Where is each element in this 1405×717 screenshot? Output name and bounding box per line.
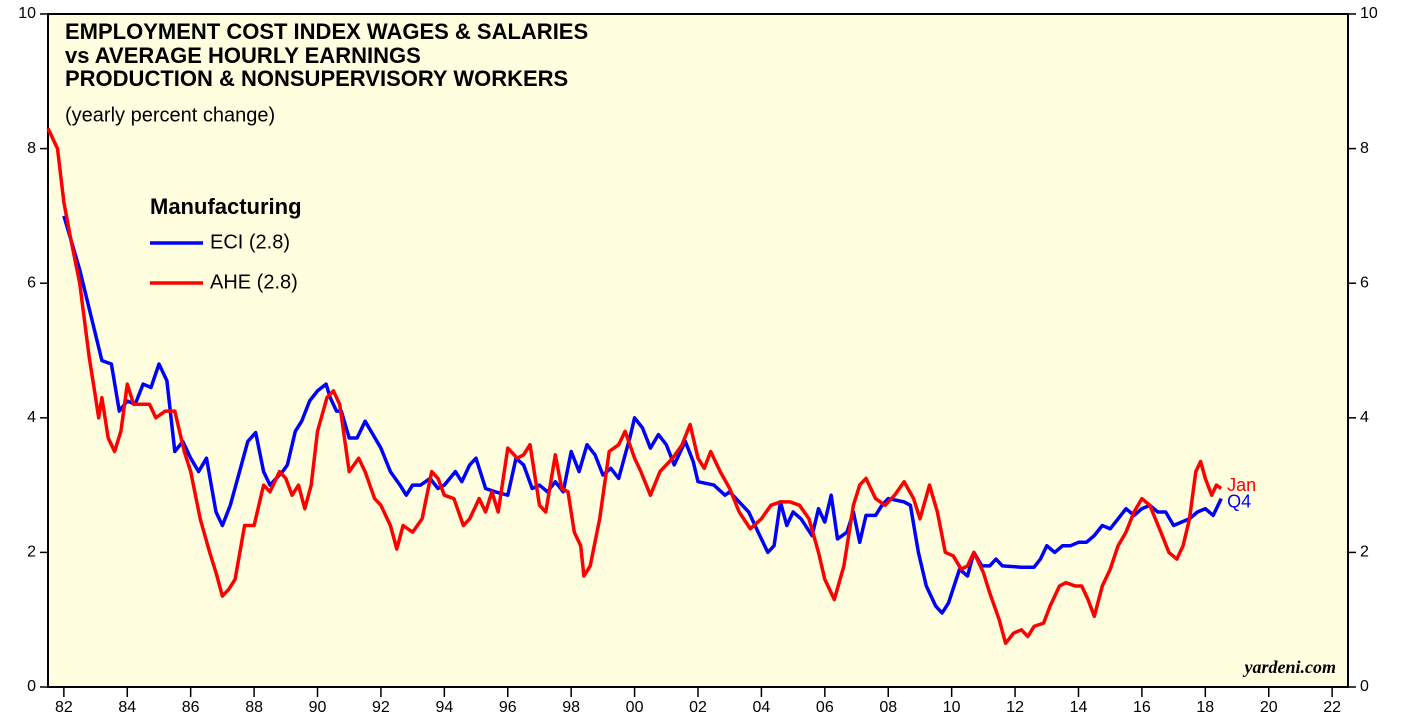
chart-title: PRODUCTION & NONSUPERVISORY WORKERS [65, 66, 568, 91]
end-label: Jan [1227, 475, 1256, 495]
chart-title: vs AVERAGE HOURLY EARNINGS [65, 43, 421, 68]
chart-title: EMPLOYMENT COST INDEX WAGES & SALARIES [65, 19, 588, 44]
legend-label: AHE (2.8) [210, 271, 298, 293]
plot-area [47, 13, 1349, 688]
subtitle: (yearly percent change) [65, 104, 275, 126]
x-tick-label: 18 [1196, 699, 1214, 716]
x-tick-label: 00 [626, 699, 644, 716]
x-tick-label: 10 [943, 699, 961, 716]
y-tick-label: 0 [27, 678, 36, 695]
x-tick-label: 04 [753, 699, 771, 716]
y2-tick-label: 6 [1360, 274, 1369, 291]
y-tick-label: 8 [27, 140, 36, 157]
x-tick-label: 82 [55, 699, 73, 716]
x-tick-label: 84 [118, 699, 136, 716]
x-tick-label: 94 [435, 699, 453, 716]
x-tick-label: 20 [1260, 699, 1278, 716]
x-tick-label: 98 [562, 699, 580, 716]
x-tick-label: 12 [1006, 699, 1024, 716]
x-tick-label: 96 [499, 699, 517, 716]
y2-tick-label: 0 [1360, 678, 1369, 695]
legend-title: Manufacturing [150, 194, 302, 219]
y2-tick-label: 4 [1360, 409, 1369, 426]
y-tick-label: 4 [27, 409, 36, 426]
x-tick-label: 92 [372, 699, 390, 716]
x-tick-label: 22 [1323, 699, 1341, 716]
end-label: Q4 [1227, 491, 1251, 511]
x-tick-label: 90 [309, 699, 327, 716]
x-tick-label: 88 [245, 699, 263, 716]
x-tick-label: 06 [816, 699, 834, 716]
x-tick-label: 16 [1133, 699, 1151, 716]
y-tick-label: 6 [27, 274, 36, 291]
y2-tick-label: 2 [1360, 544, 1369, 561]
x-tick-label: 14 [1070, 699, 1088, 716]
legend-label: ECI (2.8) [210, 231, 290, 253]
source: yardeni.com [1243, 657, 1337, 677]
x-tick-label: 02 [689, 699, 707, 716]
x-tick-label: 86 [182, 699, 200, 716]
y2-tick-label: 8 [1360, 140, 1369, 157]
x-tick-label: 08 [879, 699, 897, 716]
y2-tick-label: 10 [1360, 5, 1378, 22]
y-tick-label: 10 [18, 5, 36, 22]
series-line [46, 127, 1223, 646]
y-tick-label: 2 [27, 544, 36, 561]
